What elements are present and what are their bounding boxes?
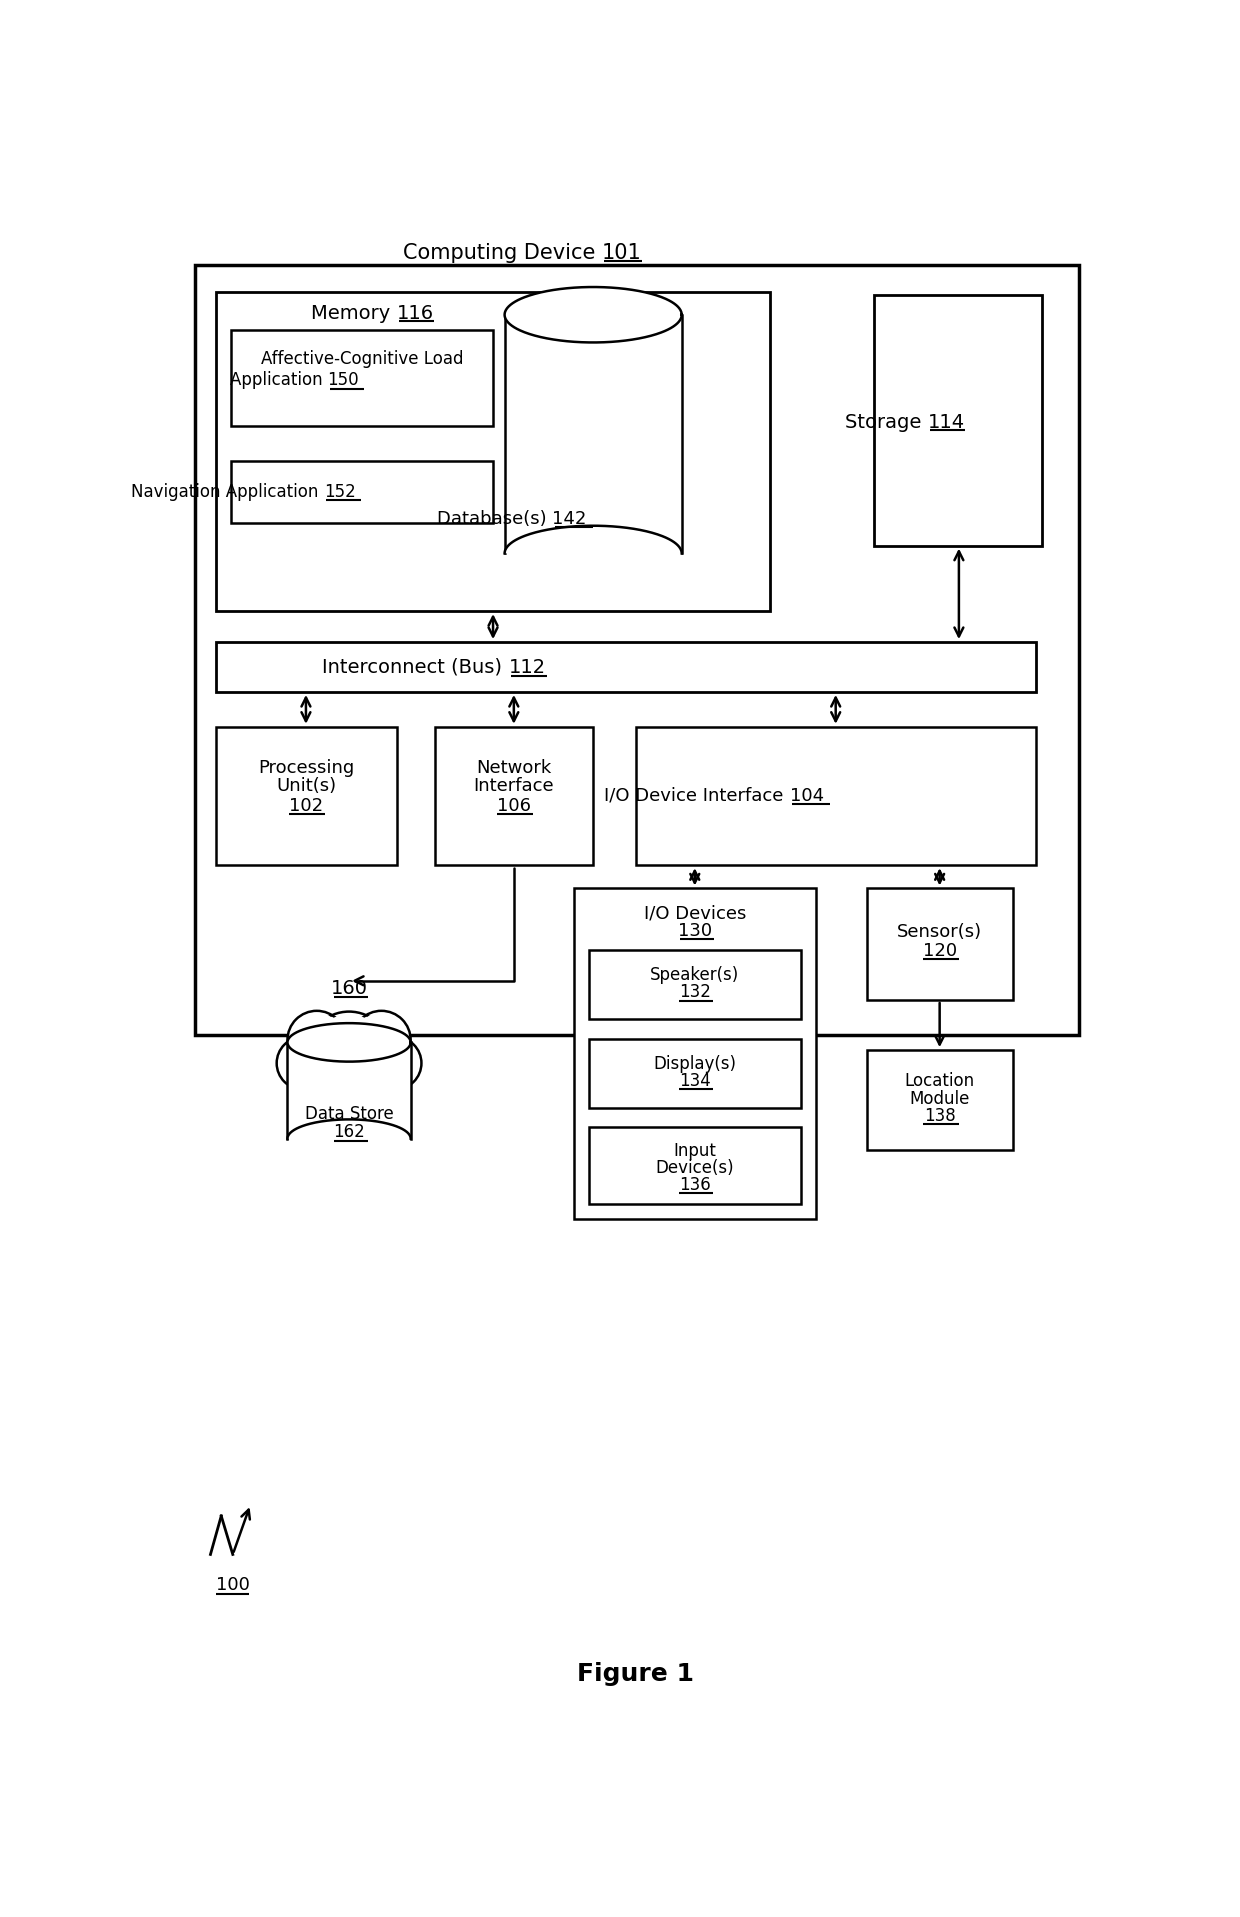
Text: I/O Device Interface: I/O Device Interface [604, 788, 790, 805]
Text: 112: 112 [508, 658, 546, 677]
Text: 101: 101 [601, 243, 641, 263]
Circle shape [339, 1056, 398, 1114]
Text: Storage: Storage [846, 412, 928, 431]
Circle shape [303, 1058, 357, 1112]
Bar [216, 727, 397, 865]
Text: Interconnect (Bus): Interconnect (Bus) [322, 658, 508, 677]
Text: Display(s): Display(s) [653, 1054, 737, 1074]
Polygon shape [288, 1120, 410, 1139]
Circle shape [370, 1037, 422, 1089]
Text: Figure 1: Figure 1 [577, 1662, 694, 1685]
Bar [867, 1051, 1013, 1150]
Text: 104: 104 [790, 788, 823, 805]
Circle shape [289, 1012, 343, 1068]
Text: 138: 138 [924, 1106, 956, 1125]
Bar [231, 462, 494, 523]
Bar [589, 951, 801, 1020]
Text: 102: 102 [289, 797, 322, 815]
Polygon shape [505, 288, 682, 343]
Polygon shape [288, 1024, 410, 1062]
Text: Speaker(s): Speaker(s) [650, 966, 739, 985]
Bar [435, 727, 593, 865]
Text: Module: Module [909, 1089, 970, 1108]
Bar [231, 330, 494, 426]
Text: Unit(s): Unit(s) [275, 776, 336, 796]
Text: 116: 116 [397, 303, 434, 322]
Text: 114: 114 [928, 412, 965, 431]
Text: 150: 150 [327, 372, 360, 389]
Circle shape [310, 1014, 388, 1093]
Text: Device(s): Device(s) [656, 1160, 734, 1177]
Circle shape [306, 1012, 392, 1097]
Text: Affective-Cognitive Load: Affective-Cognitive Load [260, 351, 464, 368]
Circle shape [355, 1012, 409, 1068]
Text: Memory: Memory [311, 303, 397, 322]
Polygon shape [505, 314, 682, 554]
Bar [195, 265, 1079, 1035]
Text: 160: 160 [331, 980, 367, 999]
Text: Database(s): Database(s) [436, 510, 552, 527]
Polygon shape [288, 1043, 410, 1139]
Text: Sensor(s): Sensor(s) [897, 924, 982, 941]
Circle shape [371, 1039, 419, 1087]
Text: Data Store: Data Store [305, 1104, 393, 1123]
Circle shape [277, 1037, 329, 1089]
Bar [216, 642, 1035, 692]
Text: 134: 134 [680, 1072, 711, 1091]
Circle shape [352, 1010, 410, 1070]
Text: Processing: Processing [258, 759, 355, 776]
Text: 142: 142 [552, 510, 587, 527]
Text: 100: 100 [216, 1576, 249, 1595]
Bar [635, 727, 1035, 865]
Text: Computing Device: Computing Device [403, 243, 601, 263]
Text: Navigation Application: Navigation Application [131, 483, 324, 500]
Circle shape [288, 1010, 346, 1070]
Text: I/O Devices: I/O Devices [645, 905, 746, 922]
Text: 106: 106 [497, 797, 531, 815]
Bar [589, 1039, 801, 1108]
Text: 136: 136 [680, 1175, 711, 1194]
Bar [867, 888, 1013, 1001]
Text: Input: Input [673, 1143, 717, 1160]
Text: 132: 132 [678, 983, 711, 1001]
Circle shape [300, 1056, 360, 1114]
Text: 130: 130 [678, 922, 713, 939]
Bar [874, 295, 1042, 546]
Text: 120: 120 [923, 941, 957, 960]
Text: Interface: Interface [474, 776, 554, 796]
Bar [216, 291, 770, 612]
Text: Network: Network [476, 759, 552, 776]
Bar [574, 888, 816, 1219]
Text: 152: 152 [324, 483, 356, 500]
Bar [589, 1127, 801, 1204]
Polygon shape [505, 525, 682, 554]
Text: Application: Application [229, 372, 327, 389]
Text: 162: 162 [334, 1123, 365, 1141]
Text: Location: Location [905, 1072, 975, 1091]
Circle shape [279, 1039, 327, 1087]
Circle shape [341, 1058, 396, 1112]
